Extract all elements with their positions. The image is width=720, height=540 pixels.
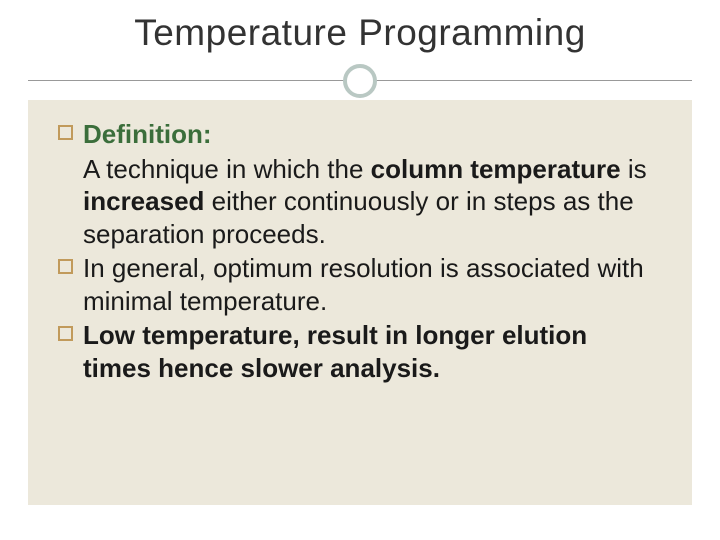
text-segment-bold: increased [83, 186, 204, 216]
bullet-body: In general, optimum resolution is associ… [83, 252, 662, 317]
text-segment: A technique in which the [83, 154, 371, 184]
slide-title: Temperature Programming [0, 12, 720, 54]
content-box: Definition: A technique in which the col… [28, 100, 692, 505]
square-bullet-icon [58, 259, 73, 274]
slide-container: Temperature Programming Definition: A te… [0, 0, 720, 540]
square-bullet-icon [58, 326, 73, 341]
square-bullet-icon [58, 125, 73, 140]
circle-decoration-icon [343, 64, 377, 98]
bullet-body-bold: Low temperature, result in longer elutio… [83, 319, 662, 384]
bullet-heading: Definition: [83, 118, 212, 151]
bullet-item: Low temperature, result in longer elutio… [58, 319, 662, 384]
bullet-item: Definition: [58, 118, 662, 151]
title-area: Temperature Programming [0, 0, 720, 62]
bullet-item: In general, optimum resolution is associ… [58, 252, 662, 317]
text-segment-bold: column temperature [371, 154, 621, 184]
text-segment: is [621, 154, 647, 184]
bullet-body: A technique in which the column temperat… [83, 153, 662, 251]
